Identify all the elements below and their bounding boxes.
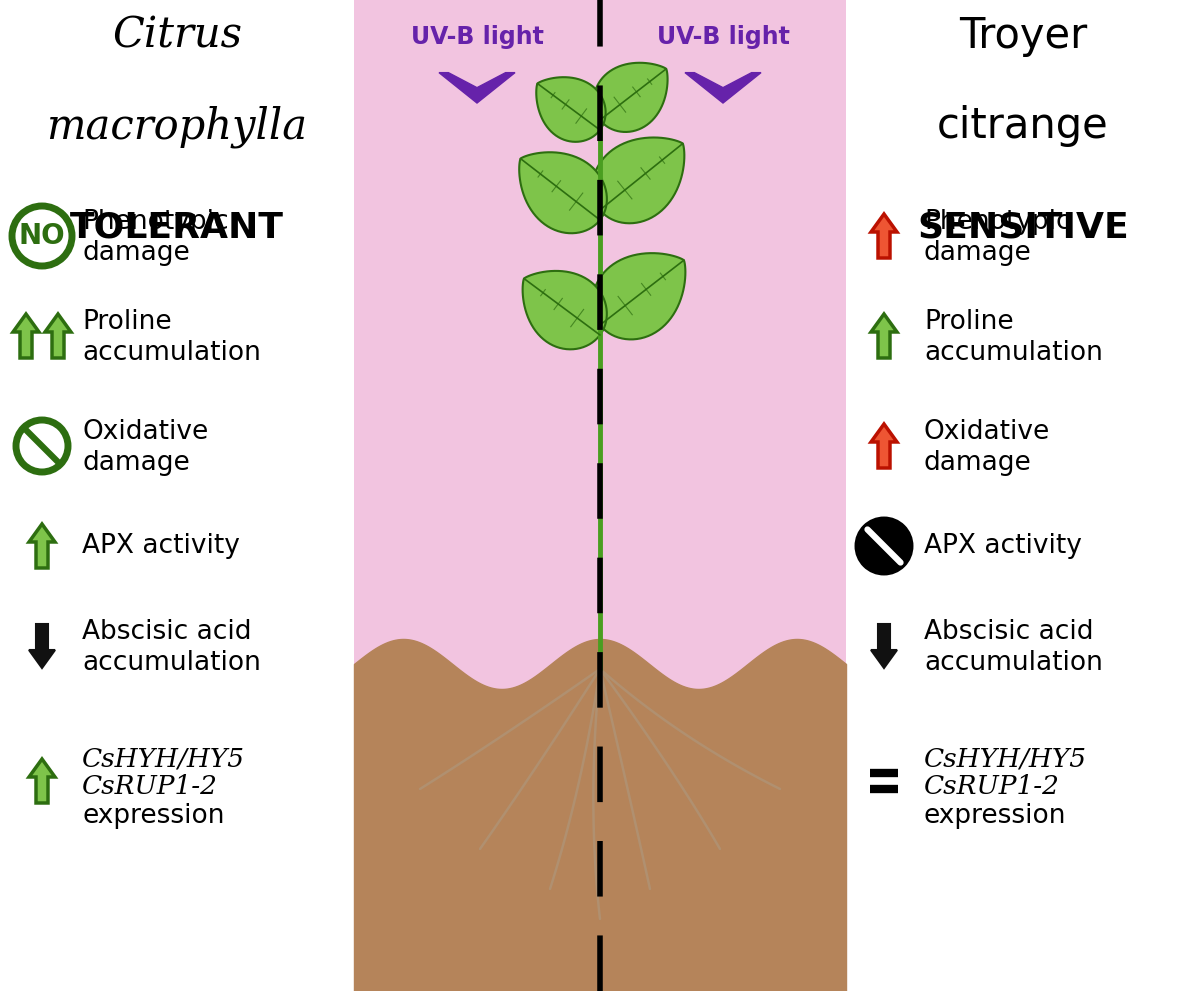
Text: accumulation: accumulation bbox=[924, 340, 1103, 366]
Text: expression: expression bbox=[82, 803, 224, 829]
Polygon shape bbox=[871, 624, 898, 668]
Polygon shape bbox=[29, 759, 55, 803]
Circle shape bbox=[12, 206, 72, 266]
Text: Phenotypic: Phenotypic bbox=[82, 209, 229, 235]
Text: NO: NO bbox=[19, 222, 65, 250]
Text: macrophylla: macrophylla bbox=[47, 105, 307, 148]
Text: APX activity: APX activity bbox=[82, 533, 240, 559]
Text: Citrus: Citrus bbox=[112, 15, 242, 57]
Text: Proline: Proline bbox=[82, 309, 172, 335]
Polygon shape bbox=[871, 424, 898, 468]
Polygon shape bbox=[593, 138, 684, 223]
Polygon shape bbox=[594, 62, 667, 132]
Text: citrange: citrange bbox=[937, 105, 1109, 147]
Text: Abscisic acid: Abscisic acid bbox=[924, 619, 1093, 645]
Polygon shape bbox=[523, 271, 607, 350]
Text: CsHYH/HY5: CsHYH/HY5 bbox=[924, 746, 1087, 772]
Polygon shape bbox=[536, 77, 606, 142]
Polygon shape bbox=[29, 524, 55, 568]
Text: SENSITIVE: SENSITIVE bbox=[917, 210, 1129, 244]
Polygon shape bbox=[29, 624, 55, 668]
Text: accumulation: accumulation bbox=[924, 650, 1103, 676]
Text: CsRUP1-2: CsRUP1-2 bbox=[924, 774, 1060, 799]
Text: UV-B light: UV-B light bbox=[410, 25, 544, 49]
Polygon shape bbox=[871, 314, 898, 358]
Polygon shape bbox=[46, 314, 71, 358]
Text: damage: damage bbox=[82, 240, 190, 266]
Text: damage: damage bbox=[82, 450, 190, 476]
Polygon shape bbox=[520, 153, 607, 233]
Text: accumulation: accumulation bbox=[82, 650, 260, 676]
Text: damage: damage bbox=[924, 450, 1032, 476]
Text: expression: expression bbox=[924, 803, 1067, 829]
Text: accumulation: accumulation bbox=[82, 340, 260, 366]
Text: APX activity: APX activity bbox=[924, 533, 1082, 559]
Text: CsHYH/HY5: CsHYH/HY5 bbox=[82, 746, 245, 772]
Text: CsRUP1-2: CsRUP1-2 bbox=[82, 774, 218, 799]
Text: Phenotypic: Phenotypic bbox=[924, 209, 1070, 235]
Text: Proline: Proline bbox=[924, 309, 1014, 335]
Polygon shape bbox=[593, 253, 685, 339]
Text: Oxidative: Oxidative bbox=[924, 419, 1050, 445]
Polygon shape bbox=[13, 314, 38, 358]
Text: Abscisic acid: Abscisic acid bbox=[82, 619, 252, 645]
Polygon shape bbox=[0, 0, 354, 991]
Text: UV-B light: UV-B light bbox=[656, 25, 790, 49]
Polygon shape bbox=[354, 0, 846, 991]
Text: damage: damage bbox=[924, 240, 1032, 266]
Text: Oxidative: Oxidative bbox=[82, 419, 209, 445]
Polygon shape bbox=[685, 72, 761, 103]
Circle shape bbox=[858, 520, 910, 572]
Polygon shape bbox=[871, 214, 898, 258]
Polygon shape bbox=[846, 0, 1200, 991]
Text: Troyer: Troyer bbox=[959, 15, 1087, 57]
Text: TOLERANT: TOLERANT bbox=[70, 210, 284, 244]
Polygon shape bbox=[439, 72, 515, 103]
